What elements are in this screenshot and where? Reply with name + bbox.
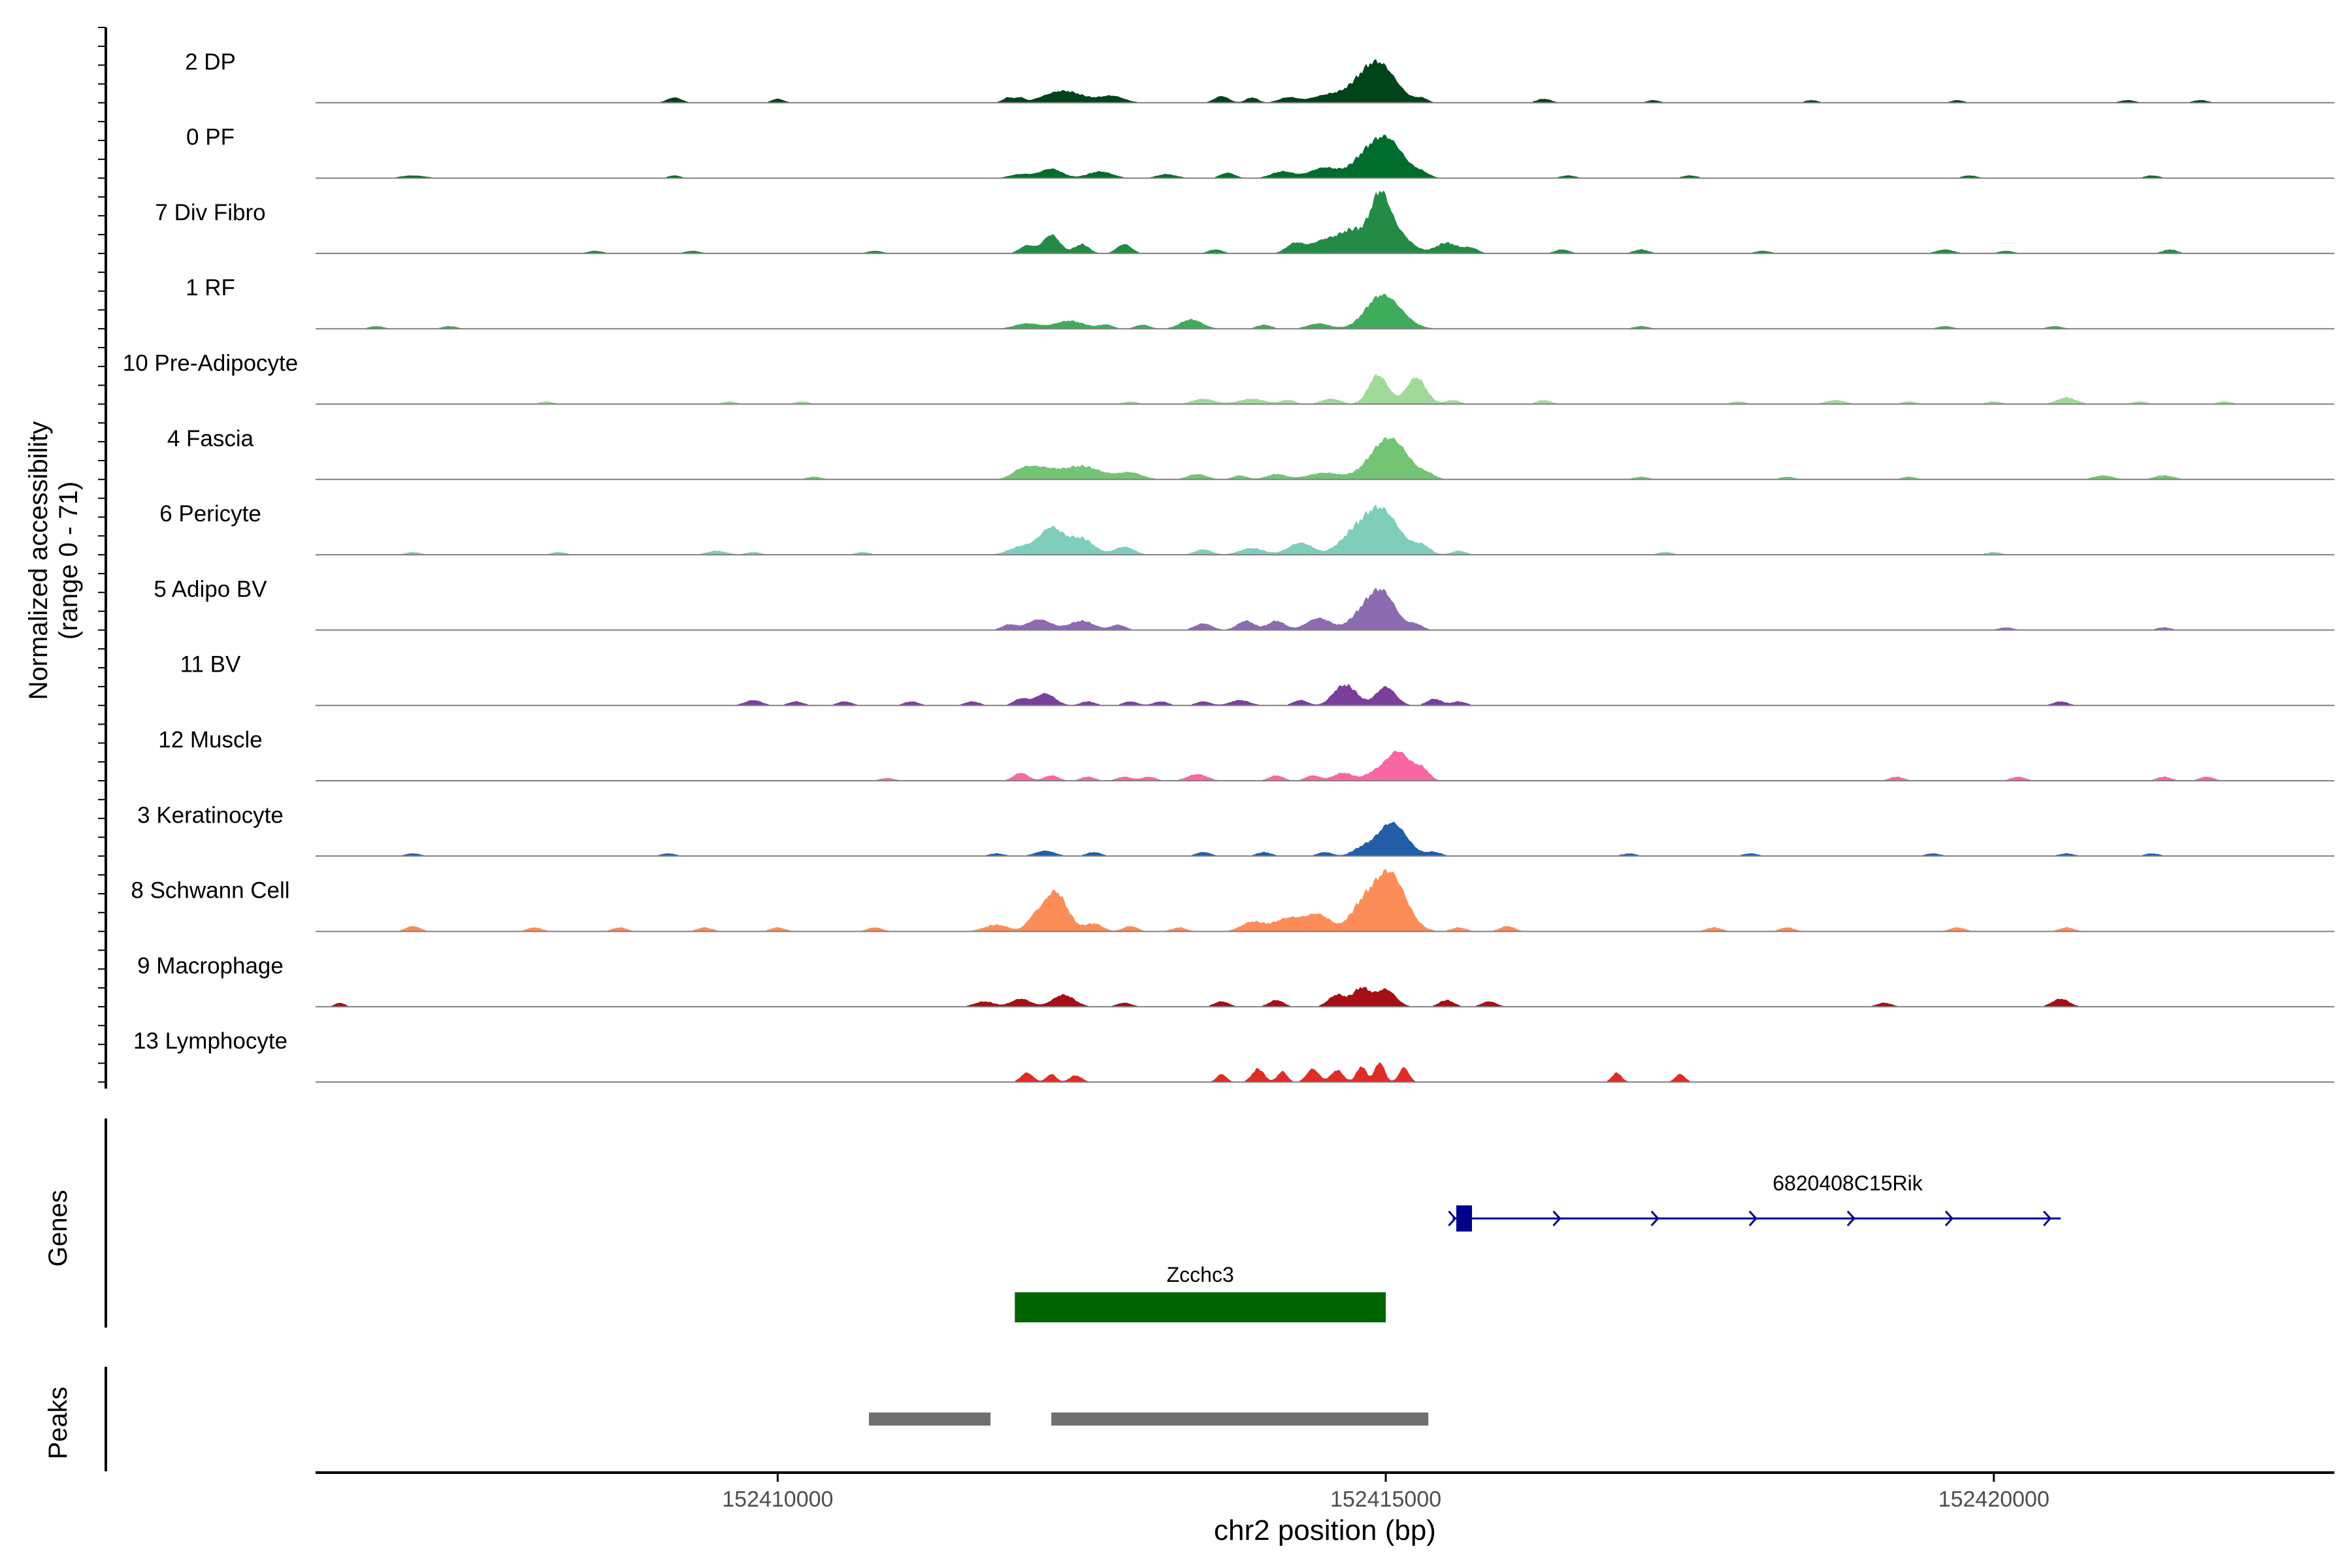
track-label: 3 Keratinocyte xyxy=(137,802,284,828)
coverage-track: 8 Schwann Cell xyxy=(131,869,2334,932)
coverage-track: 5 Adipo BV xyxy=(154,576,2334,631)
x-axis-label: chr2 position (bp) xyxy=(1214,1514,1436,1546)
y-axis-label: Normalized accessibility xyxy=(24,421,53,700)
coverage-track: 9 Macrophage xyxy=(137,953,2334,1007)
strand-arrow xyxy=(1944,1210,1954,1227)
track-label: 2 DP xyxy=(185,49,236,74)
track-label: 5 Adipo BV xyxy=(154,576,267,602)
coverage-area xyxy=(331,987,2080,1007)
y-axis-label-range: (range 0 - 71) xyxy=(54,482,83,640)
peak-region xyxy=(1051,1413,1429,1426)
coverage-track: 13 Lymphocyte xyxy=(133,1028,2334,1083)
coverage-tracks: 2 DP 0 PF 7 Div Fibro 1 RF 10 Pre-Adipocyte 4… xyxy=(123,49,2334,1083)
coverage-track: 7 Div Fibro xyxy=(155,190,2334,254)
coverage-area xyxy=(396,135,2164,178)
track-label: 11 BV xyxy=(180,652,241,678)
coverage-track: 10 Pre-Adipocyte xyxy=(123,351,2334,405)
coverage-area xyxy=(737,683,2076,706)
track-label: 8 Schwann Cell xyxy=(131,878,289,904)
coverage-area xyxy=(661,59,2213,103)
coverage-area xyxy=(537,374,2236,404)
coverage-area xyxy=(402,504,2007,555)
coverage-area xyxy=(804,437,2183,480)
strand-arrow xyxy=(1448,1210,1457,1227)
gene-body-Zcchc3 xyxy=(1015,1292,1386,1322)
strand-arrow xyxy=(1748,1210,1757,1227)
coverage-area xyxy=(400,869,2082,932)
x-axis: 152410000 152415000 152420000 xyxy=(316,1471,2334,1512)
track-label: 0 PF xyxy=(186,125,235,150)
coverage-area xyxy=(367,293,2068,329)
coverage-area xyxy=(1015,1062,1691,1083)
genes-track-label: Genes xyxy=(44,1190,73,1267)
strand-arrow xyxy=(2043,1210,2052,1227)
y-axis xyxy=(98,27,107,1089)
coverage-track: 2 DP xyxy=(185,49,2334,104)
coverage-track: 1 RF xyxy=(186,275,2334,330)
x-tick-label: 152420000 xyxy=(1938,1487,2050,1512)
strand-arrow xyxy=(1552,1210,1561,1227)
gene-exon xyxy=(1456,1205,1473,1232)
strand-arrow xyxy=(1846,1210,1855,1227)
track-label: 9 Macrophage xyxy=(137,953,284,979)
track-label: 7 Div Fibro xyxy=(155,200,265,225)
track-label: 12 Muscle xyxy=(158,727,263,753)
coverage-area xyxy=(402,821,2164,857)
coverage-track: 12 Muscle xyxy=(158,727,2334,781)
peaks-track xyxy=(105,1367,1429,1471)
peaks-track-label: Peaks xyxy=(44,1386,73,1459)
coverage-area xyxy=(876,751,2221,781)
coverage-area xyxy=(584,190,2183,253)
gene-label-6820408C15Rik: 6820408C15Rik xyxy=(1772,1171,1923,1195)
genes-track: 6820408C15Rik Zcchc3 xyxy=(105,1119,2061,1328)
strand-arrow xyxy=(1650,1210,1659,1227)
coverage-track: 0 PF xyxy=(186,125,2334,179)
coverage-track: 11 BV xyxy=(180,652,2334,706)
x-tick-label: 152415000 xyxy=(1330,1487,1441,1512)
coverage-area xyxy=(996,587,2176,630)
coverage-track: 4 Fascia xyxy=(167,426,2334,480)
coverage-track: 3 Keratinocyte xyxy=(137,802,2334,857)
peak-region xyxy=(868,1413,991,1426)
coverage-track: 6 Pericyte xyxy=(159,501,2334,556)
x-tick-label: 152410000 xyxy=(722,1487,833,1512)
gene-label-Zcchc3: Zcchc3 xyxy=(1167,1263,1234,1286)
track-label: 10 Pre-Adipocyte xyxy=(123,351,298,376)
track-label: 13 Lymphocyte xyxy=(133,1028,287,1054)
track-label: 6 Pericyte xyxy=(159,501,261,527)
track-label: 1 RF xyxy=(186,275,235,301)
track-label: 4 Fascia xyxy=(167,426,254,451)
